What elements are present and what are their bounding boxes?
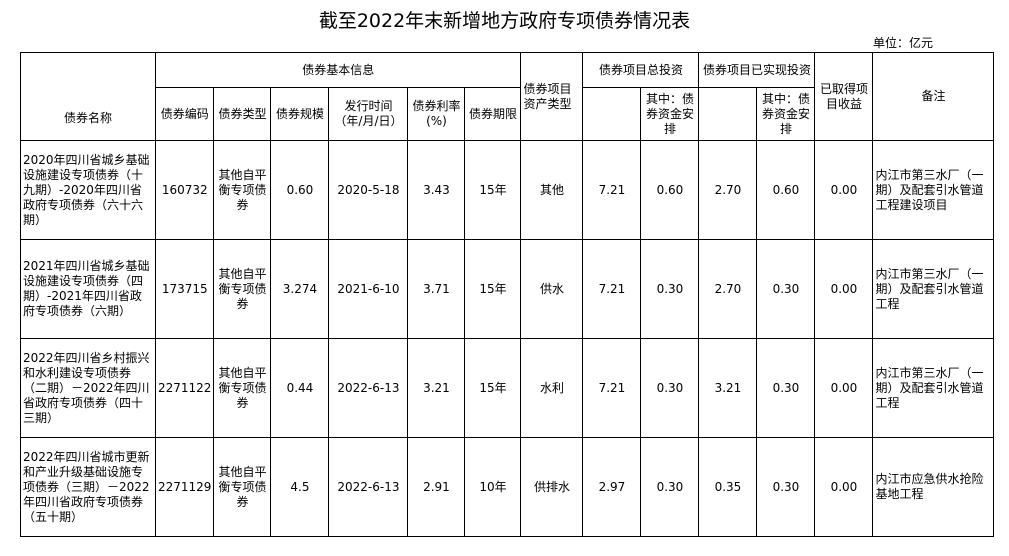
header-scale: 债券规模 bbox=[270, 87, 330, 141]
income: 0.00 bbox=[814, 338, 874, 438]
bond-code: 2271122 bbox=[154, 338, 215, 438]
asset-type: 供水 bbox=[520, 239, 584, 339]
table-row: 2021年四川省城乡基础设施建设专项债券（四期）-2021年四川省政府专项债券（… bbox=[20, 239, 995, 339]
total-bond-funds: 0.30 bbox=[640, 437, 700, 537]
header-row-2: 债券编码 债券类型 债券规模 发行时间（年/月/日） 债券利率(%) 债券期限 … bbox=[21, 87, 994, 141]
rate: 3.43 bbox=[407, 140, 466, 240]
header-total-bond-funds: 其中：债券资金安排 bbox=[640, 87, 700, 141]
bond-table: 债券名称 债券基本信息 债券项目资产类型 债券项目总投资 债券项目已实现投资 已… bbox=[20, 52, 995, 537]
income: 0.00 bbox=[814, 140, 874, 240]
total-bond-funds: 0.60 bbox=[640, 140, 700, 240]
bond-name: 2022年四川省城市更新和产业升级基础设施专项债券（三期）－2022年四川省政府… bbox=[20, 437, 156, 537]
total-investment: 7.21 bbox=[582, 338, 642, 438]
bond-scale: 4.5 bbox=[270, 437, 330, 537]
header-row-1: 债券名称 债券基本信息 债券项目资产类型 债券项目总投资 债券项目已实现投资 已… bbox=[20, 52, 995, 141]
header-realized-bond-funds: 其中：债券资金安排 bbox=[756, 87, 816, 141]
header-basic-info: 债券基本信息 bbox=[154, 52, 522, 88]
realized-investment: 3.21 bbox=[698, 338, 758, 438]
page-title: 截至2022年末新增地方政府专项债券情况表 bbox=[318, 10, 691, 32]
rate: 3.71 bbox=[407, 239, 466, 339]
bond-scale: 0.44 bbox=[270, 338, 330, 438]
bond-type: 其他自平衡专项债券 bbox=[213, 140, 272, 240]
total-investment: 7.21 bbox=[582, 140, 642, 240]
bond-name: 2020年四川省城乡基础设施建设专项债券（十九期）-2020年四川省政府专项债券… bbox=[20, 140, 156, 240]
realized-bond-funds: 0.30 bbox=[756, 437, 816, 537]
table-row: 2022年四川省城市更新和产业升级基础设施专项债券（三期）－2022年四川省政府… bbox=[20, 437, 995, 537]
bond-type: 其他自平衡专项债券 bbox=[213, 239, 272, 339]
total-investment: 2.97 bbox=[582, 437, 642, 537]
term: 15年 bbox=[464, 338, 522, 438]
header-income: 已取得项目收益 bbox=[814, 52, 874, 141]
realized-investment: 2.70 bbox=[698, 140, 758, 240]
header-name: 债券名称 bbox=[20, 52, 156, 141]
asset-type: 水利 bbox=[520, 338, 584, 438]
issue-date: 2022-6-13 bbox=[328, 437, 409, 537]
term: 15年 bbox=[464, 239, 522, 339]
header-asset-type: 债券项目资产类型 bbox=[520, 52, 584, 141]
header-total-investment: 债券项目总投资 bbox=[582, 52, 700, 88]
issue-date: 2021-6-10 bbox=[328, 239, 409, 339]
header-code: 债券编码 bbox=[154, 87, 215, 141]
total-investment: 7.21 bbox=[582, 239, 642, 339]
issue-date: 2020-5-18 bbox=[328, 140, 409, 240]
remark: 内江市第三水厂（一期）及配套引水管道工程建设项目 bbox=[872, 140, 995, 240]
header-rate: 债券利率(%) bbox=[407, 87, 466, 141]
header-realized-investment: 债券项目已实现投资 bbox=[698, 52, 816, 88]
realized-bond-funds: 0.30 bbox=[756, 239, 816, 339]
header-type: 债券类型 bbox=[213, 87, 272, 141]
bond-type: 其他自平衡专项债券 bbox=[213, 437, 272, 537]
bond-code: 2271129 bbox=[154, 437, 215, 537]
realized-bond-funds: 0.60 bbox=[756, 140, 816, 240]
total-bond-funds: 0.30 bbox=[640, 239, 700, 339]
realized-investment: 2.70 bbox=[698, 239, 758, 339]
asset-type: 供排水 bbox=[520, 437, 584, 537]
asset-type: 其他 bbox=[520, 140, 584, 240]
rate: 2.91 bbox=[407, 437, 466, 537]
header-issue-date: 发行时间（年/月/日） bbox=[328, 87, 409, 141]
bond-code: 173715 bbox=[154, 239, 215, 339]
header-realized-blank bbox=[698, 87, 758, 141]
remark: 内江市第三水厂（一期）及配套引水管道工程 bbox=[872, 338, 995, 438]
unit-label: 单位：亿元 bbox=[873, 36, 934, 50]
rate: 3.21 bbox=[407, 338, 466, 438]
income: 0.00 bbox=[814, 437, 874, 537]
realized-investment: 0.35 bbox=[698, 437, 758, 537]
bond-code: 160732 bbox=[154, 140, 215, 240]
issue-date: 2022-6-13 bbox=[328, 338, 409, 438]
bond-name: 2021年四川省城乡基础设施建设专项债券（四期）-2021年四川省政府专项债券（… bbox=[20, 239, 156, 339]
realized-bond-funds: 0.30 bbox=[756, 338, 816, 438]
bond-type: 其他自平衡专项债券 bbox=[213, 338, 272, 438]
bond-scale: 3.274 bbox=[270, 239, 330, 339]
table-row: 2022年四川省乡村振兴和水利建设专项债券（二期）－2022年四川省政府专项债券… bbox=[20, 338, 995, 438]
table-row: 2020年四川省城乡基础设施建设专项债券（十九期）-2020年四川省政府专项债券… bbox=[20, 140, 995, 240]
term: 10年 bbox=[464, 437, 522, 537]
header-term: 债券期限 bbox=[464, 87, 522, 141]
total-bond-funds: 0.30 bbox=[640, 338, 700, 438]
header-remark: 备注 bbox=[872, 52, 995, 141]
remark: 内江市第三水厂（一期）及配套引水管道工程 bbox=[872, 239, 995, 339]
bond-scale: 0.60 bbox=[270, 140, 330, 240]
term: 15年 bbox=[464, 140, 522, 240]
income: 0.00 bbox=[814, 239, 874, 339]
bond-name: 2022年四川省乡村振兴和水利建设专项债券（二期）－2022年四川省政府专项债券… bbox=[20, 338, 156, 438]
remark: 内江市应急供水抢险基地工程 bbox=[872, 437, 995, 537]
header-total-blank bbox=[582, 87, 642, 141]
